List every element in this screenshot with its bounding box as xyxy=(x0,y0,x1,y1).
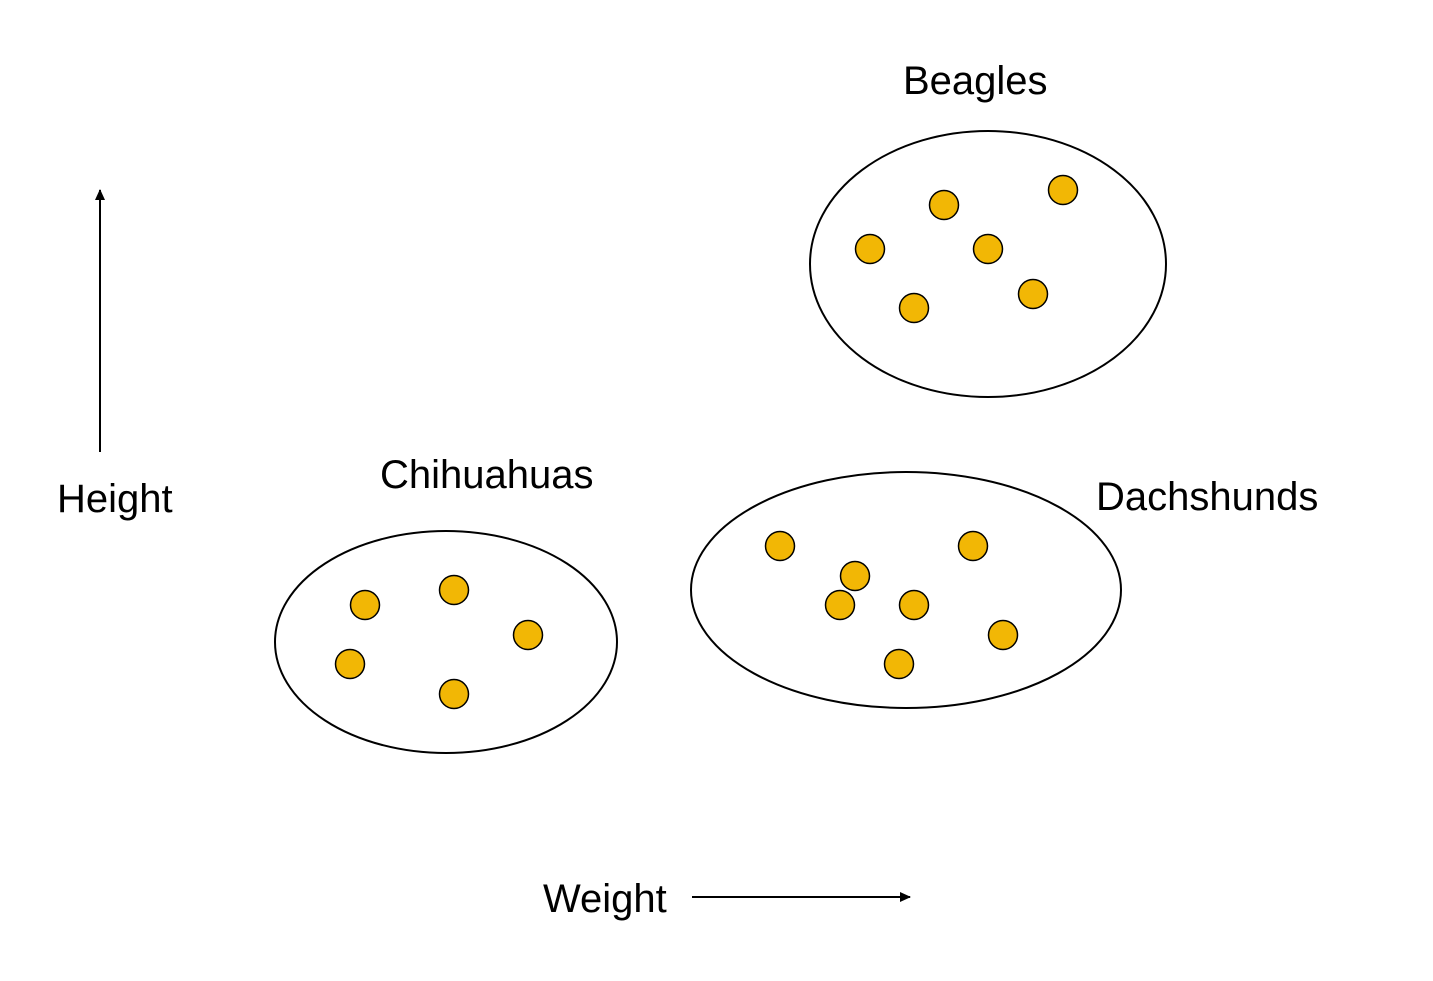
data-point xyxy=(438,678,470,710)
data-point xyxy=(1047,174,1079,206)
data-point xyxy=(764,530,796,562)
data-point xyxy=(898,589,930,621)
cluster-label-dachshunds: Dachshunds xyxy=(1096,475,1318,519)
data-point xyxy=(334,648,366,680)
y-axis: Height xyxy=(57,189,173,521)
data-point xyxy=(972,233,1004,265)
cluster-points-chihuahuas xyxy=(334,574,544,710)
x-axis: Weight xyxy=(543,877,911,921)
data-point xyxy=(957,530,989,562)
data-point xyxy=(1017,278,1049,310)
cluster-boundary-chihuahuas xyxy=(274,530,618,754)
cluster-dachshunds: Dachshunds xyxy=(690,471,1318,709)
data-point xyxy=(824,589,856,621)
data-point xyxy=(883,648,915,680)
y-axis-label: Height xyxy=(57,477,173,521)
data-point xyxy=(987,619,1019,651)
cluster-beagles: Beagles xyxy=(809,59,1167,398)
cluster-boundary-dachshunds xyxy=(690,471,1122,709)
data-point xyxy=(349,589,381,621)
data-point xyxy=(438,574,470,606)
cluster-points-dachshunds xyxy=(764,530,1019,680)
data-point xyxy=(928,189,960,221)
cluster-label-beagles: Beagles xyxy=(903,59,1048,103)
cluster-boundary-beagles xyxy=(809,130,1167,398)
cluster-points-beagles xyxy=(854,174,1079,324)
data-point xyxy=(854,233,886,265)
data-point xyxy=(512,619,544,651)
cluster-chihuahuas: Chihuahuas xyxy=(274,453,618,754)
data-point xyxy=(898,292,930,324)
x-axis-label: Weight xyxy=(543,877,667,921)
data-point xyxy=(839,560,871,592)
cluster-label-chihuahuas: Chihuahuas xyxy=(380,453,594,497)
